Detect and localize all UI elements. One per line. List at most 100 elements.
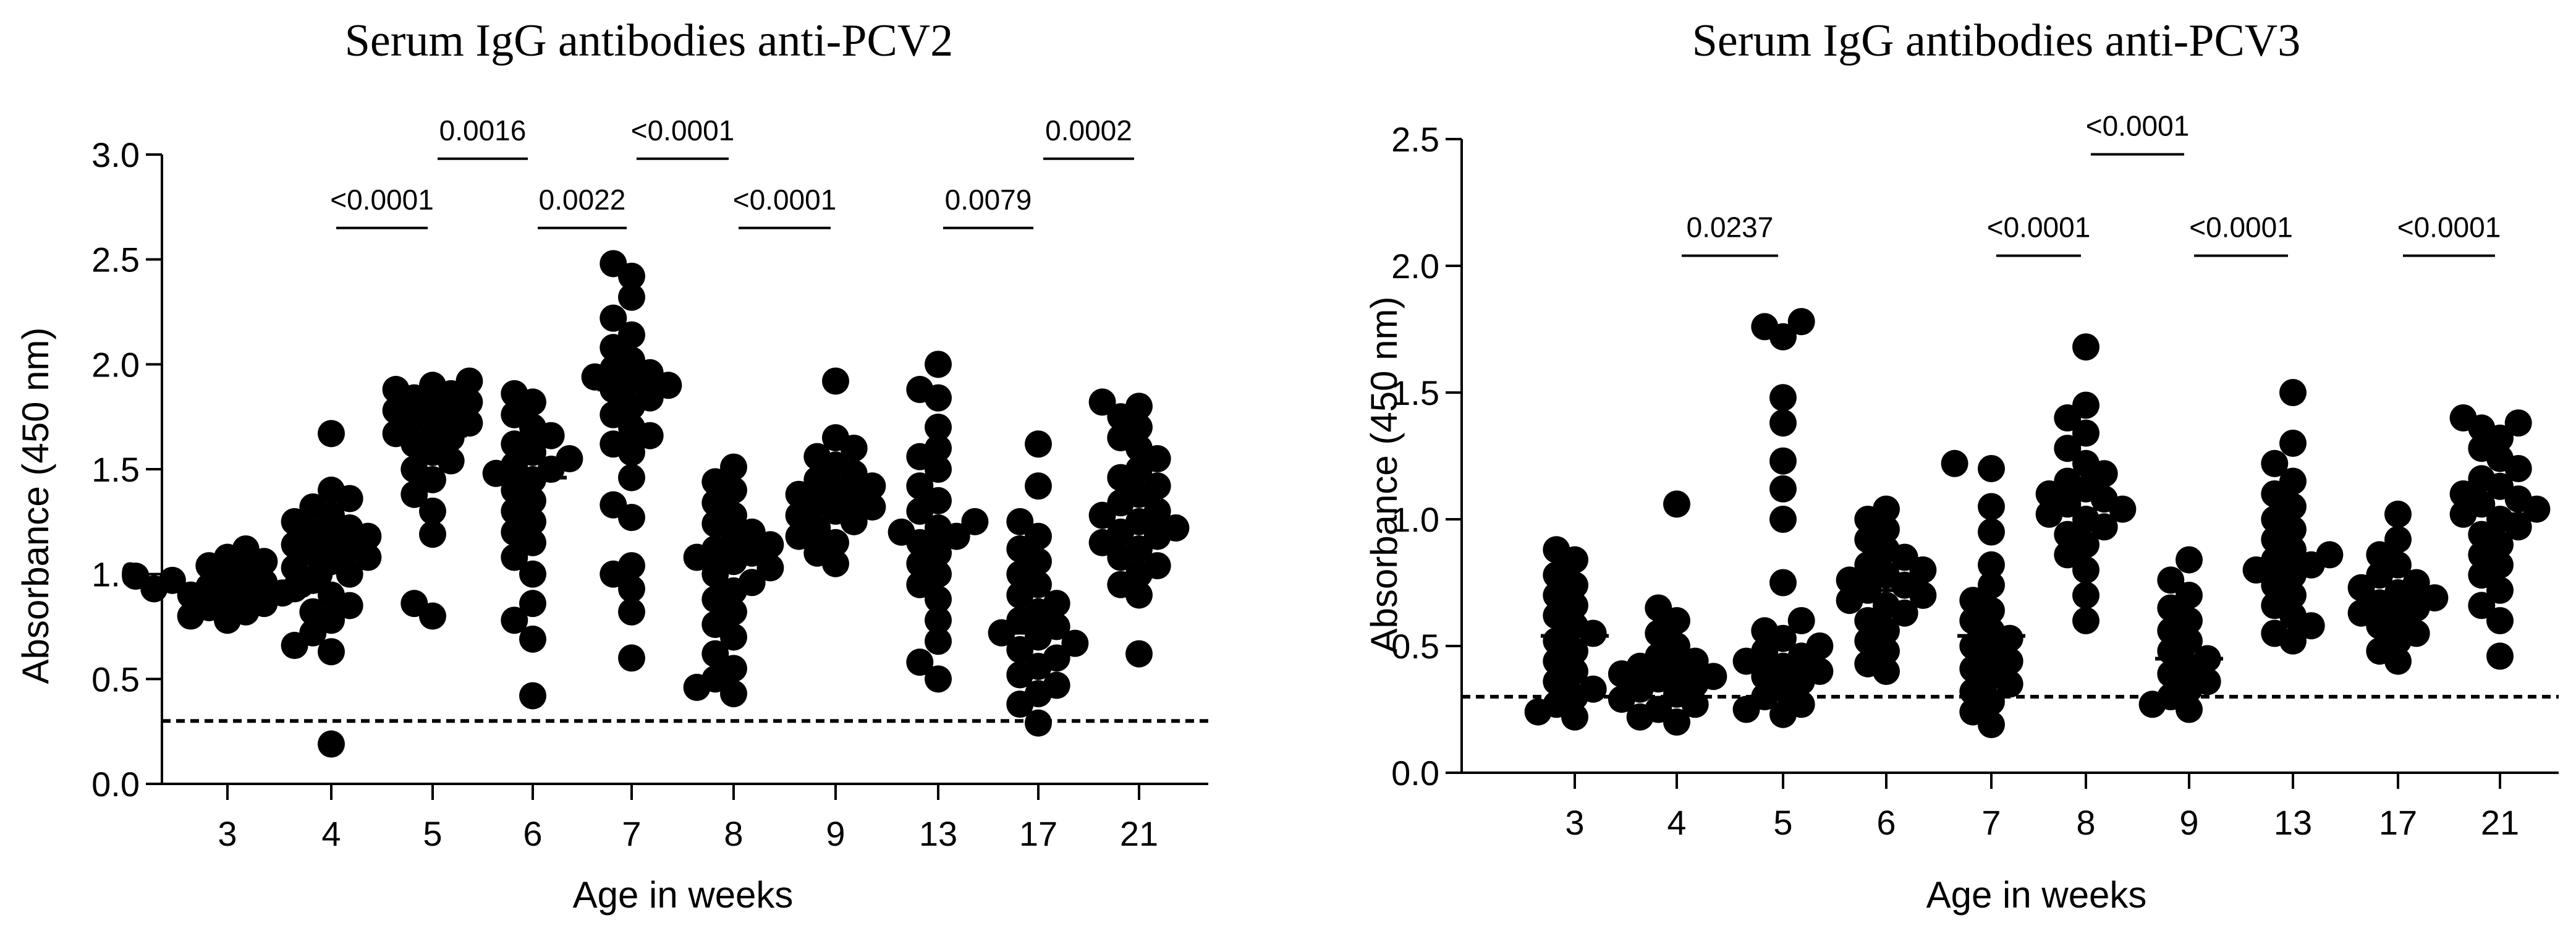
data-point: [2402, 569, 2430, 597]
data-point: [2468, 592, 2496, 619]
data-point: [1645, 695, 1672, 723]
data-point: [2072, 391, 2099, 419]
data-point: [2072, 419, 2099, 447]
data-point: [1663, 490, 1690, 518]
data-point: [701, 640, 729, 668]
data-point: [1787, 308, 1815, 336]
p-value-label: 0.0002: [1045, 114, 1132, 147]
data-point: [1143, 472, 1171, 500]
data-point: [2054, 435, 2082, 462]
data-point: [906, 472, 934, 500]
data-point: [1543, 561, 1570, 589]
data-point: [925, 514, 952, 542]
data-point: [318, 638, 345, 666]
data-point: [2486, 607, 2514, 634]
data-point: [1143, 497, 1171, 525]
data-point: [1006, 508, 1034, 535]
data-point: [519, 590, 546, 618]
data-point: [2072, 449, 2099, 477]
data-point: [1769, 475, 1797, 503]
data-point: [318, 420, 345, 448]
data-point: [2279, 430, 2307, 457]
data-point: [1787, 607, 1815, 634]
data-point: [600, 304, 627, 332]
data-point: [925, 585, 952, 613]
y-axis-label-pcv2: Absorbance (450 nm): [15, 328, 56, 684]
chart-title-pcv2: Serum IgG antibodies anti-PCV2: [345, 15, 954, 66]
data-point: [1836, 566, 1863, 594]
data-point: [318, 476, 345, 504]
data-point: [822, 367, 849, 395]
y-tick-label: 1.5: [91, 450, 140, 489]
data-point: [501, 606, 528, 634]
data-point: [2072, 607, 2099, 634]
x-tick-label: 4: [1667, 803, 1686, 842]
data-point: [122, 563, 150, 590]
data-point: [1769, 569, 1797, 597]
data-point: [519, 625, 546, 653]
plot-area-pcv3: 0.0 0.5 1.0 1.5 2.0 2.5 3 4 5 6 7 8 9 13 17 21 0.0237 <0.…: [1391, 110, 2559, 842]
data-point: [925, 606, 952, 634]
y-tick-label: 2.5: [91, 240, 140, 279]
data-point: [906, 376, 934, 404]
data-point: [1043, 671, 1070, 699]
x-tick-label: 21: [1120, 814, 1158, 853]
data-point: [600, 430, 627, 458]
data-point: [2384, 500, 2412, 528]
data-point: [2279, 379, 2307, 406]
data-point: [2316, 541, 2344, 569]
y-tick-label: 0.5: [1391, 627, 1439, 666]
data-point: [556, 445, 583, 473]
data-point: [1959, 632, 1987, 660]
y-tick-label: 1.5: [1391, 373, 1439, 412]
data-point: [1873, 592, 1900, 619]
data-point: [2486, 576, 2514, 604]
data-point: [803, 466, 831, 493]
x-tick-label: 9: [826, 814, 845, 853]
data-point: [2072, 333, 2099, 361]
p-value-label: <0.0001: [631, 114, 735, 147]
data-point: [2421, 584, 2449, 612]
data-point: [1700, 663, 1727, 691]
data-point: [925, 414, 952, 441]
y-tick-label: 3.0: [91, 135, 140, 174]
x-tick-label: 6: [1876, 803, 1896, 842]
data-point: [2384, 525, 2412, 553]
data-point: [1579, 675, 1607, 703]
data-point: [2468, 521, 2496, 548]
data-point: [1978, 571, 2005, 599]
data-point: [1769, 506, 1797, 533]
data-point: [1751, 617, 1779, 645]
data-point: [738, 518, 766, 546]
data-point: [1025, 430, 1052, 458]
data-point: [382, 420, 410, 448]
data-point: [1854, 551, 1882, 579]
x-tick-label: 13: [2274, 803, 2312, 842]
data-point: [1043, 644, 1070, 672]
x-tick-label: 5: [1773, 803, 1792, 842]
data-point: [2449, 404, 2477, 431]
data-point: [1025, 522, 1052, 550]
data-point: [281, 554, 308, 582]
data-point: [519, 560, 546, 588]
x-axis-label-pcv3: Age in weeks: [1926, 874, 2147, 916]
p-value-label: 0.0079: [945, 184, 1032, 216]
data-point: [925, 487, 952, 514]
data-point: [1769, 447, 1797, 475]
data-point: [501, 543, 528, 571]
data-point: [2468, 465, 2496, 493]
data-point: [2176, 582, 2203, 609]
plot-area-pcv2: 0.00.51.01.52.02.53.03 4 5 6 7 8 9 13 17 21<0.000…: [91, 114, 1208, 853]
y-tick-label: 0.0: [1391, 754, 1439, 793]
data-point: [1543, 536, 1570, 564]
data-point: [2402, 619, 2430, 647]
data-point: [299, 598, 327, 626]
x-tick-label: 5: [423, 814, 442, 853]
data-point: [2176, 546, 2203, 574]
data-point: [925, 435, 952, 462]
y-tick-label: 0.5: [91, 660, 140, 699]
data-point: [2157, 566, 2185, 594]
data-point: [720, 680, 747, 708]
y-tick-label: 2.0: [91, 345, 140, 384]
